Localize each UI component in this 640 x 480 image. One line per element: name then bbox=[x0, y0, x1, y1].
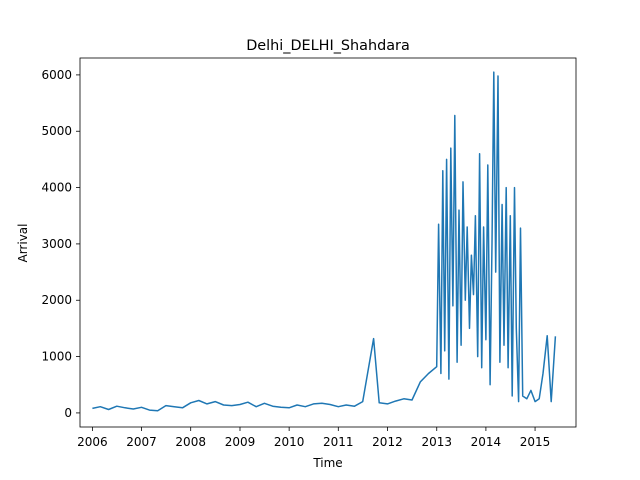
x-axis-ticks: 2006 2007 2008 2009 2010 2011 2012 2013 2014 2015 bbox=[77, 427, 550, 449]
x-tick-label: 2014 bbox=[471, 435, 502, 449]
plot-frame bbox=[79, 57, 577, 428]
x-tick-label: 2012 bbox=[372, 435, 403, 449]
x-tick-label: 2011 bbox=[323, 435, 354, 449]
x-tick-label: 2007 bbox=[126, 435, 157, 449]
y-axis-ticks: 0 1000 2000 3000 4000 5000 6000 bbox=[41, 68, 80, 420]
x-tick-label: 2013 bbox=[421, 435, 452, 449]
chart-title: Delhi_DELHI_Shahdara bbox=[246, 38, 410, 54]
series-group bbox=[92, 71, 557, 412]
y-tick-label: 3000 bbox=[41, 237, 72, 251]
y-tick-label: 1000 bbox=[41, 350, 72, 364]
x-axis-label: Time bbox=[312, 456, 342, 470]
x-tick-label: 2015 bbox=[520, 435, 551, 449]
y-axis-label: Arrival bbox=[16, 224, 30, 263]
y-tick-label: 5000 bbox=[41, 124, 72, 138]
series-line-0 bbox=[92, 71, 557, 412]
y-tick-label: 6000 bbox=[41, 68, 72, 82]
y-tick-label: 2000 bbox=[41, 293, 72, 307]
x-tick-label: 2009 bbox=[225, 435, 256, 449]
y-tick-label: 0 bbox=[64, 406, 72, 420]
x-tick-label: 2008 bbox=[175, 435, 206, 449]
y-tick-label: 4000 bbox=[41, 181, 72, 195]
x-tick-label: 2010 bbox=[274, 435, 305, 449]
x-tick-label: 2006 bbox=[77, 435, 108, 449]
